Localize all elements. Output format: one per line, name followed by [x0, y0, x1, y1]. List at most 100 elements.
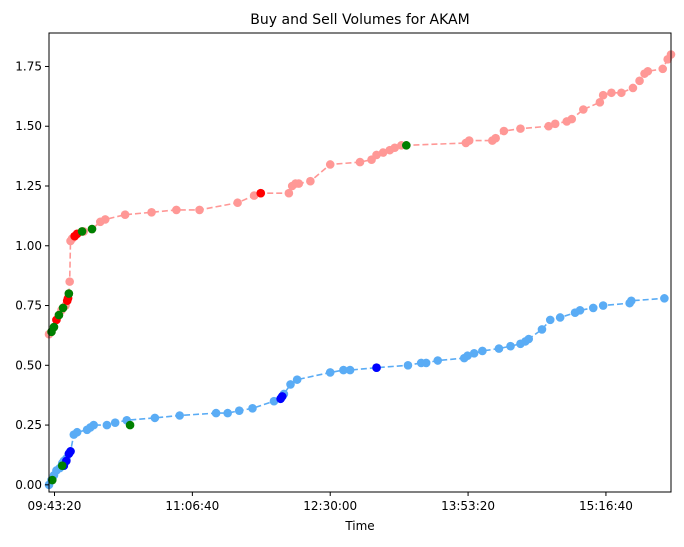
data-point — [284, 188, 294, 198]
data-point — [306, 176, 315, 186]
data-point — [233, 198, 242, 208]
y-tick-label: 1.75 — [15, 59, 42, 73]
highlight-point — [54, 310, 64, 320]
data-point — [506, 341, 515, 351]
data-point — [660, 294, 669, 303]
data-point — [463, 351, 472, 361]
data-point — [102, 420, 112, 430]
data-point — [643, 66, 653, 76]
data-point — [223, 408, 232, 418]
data-point — [607, 88, 616, 98]
x-tick-label: 12:30:00 — [303, 499, 357, 513]
y-tick-label: 1.00 — [15, 239, 42, 253]
data-point — [516, 124, 525, 133]
data-point — [89, 420, 98, 430]
x-tick-label: 13:53:20 — [441, 499, 495, 513]
data-point — [626, 296, 636, 306]
highlight-point — [77, 227, 87, 236]
data-point — [286, 380, 295, 389]
data-point — [100, 215, 110, 224]
highlight-point — [49, 322, 59, 332]
data-point — [628, 83, 638, 93]
data-point — [150, 413, 160, 423]
highlight-point — [58, 303, 68, 313]
highlight-point — [64, 289, 74, 298]
x-axis: 09:43:20 11:06:40 12:30:00 13:53:20 15:16:40 — [28, 492, 633, 513]
highlight-point — [57, 461, 67, 471]
y-tick-label: 0.50 — [15, 358, 42, 372]
data-point — [537, 325, 547, 334]
data-point — [469, 349, 479, 358]
x-tick-label: 15:16:40 — [579, 499, 633, 513]
series-line — [48, 297, 665, 486]
data-point — [372, 150, 381, 160]
data-point — [555, 313, 565, 322]
data-point — [433, 356, 443, 365]
data-point — [598, 90, 608, 100]
highlight-point — [256, 188, 266, 198]
data-point — [72, 427, 82, 437]
data-point — [545, 315, 555, 325]
data-point — [345, 365, 355, 375]
data-point — [579, 105, 588, 114]
data-point — [464, 136, 474, 145]
y-tick-label: 1.25 — [15, 179, 42, 193]
x-axis-label: Time — [344, 519, 374, 533]
highlight-point — [87, 224, 97, 234]
data-point — [524, 334, 534, 344]
plot-area — [44, 50, 676, 490]
data-point — [211, 408, 221, 418]
data-point — [248, 404, 257, 413]
data-point — [567, 114, 577, 124]
highlight-point — [125, 420, 135, 430]
y-tick-label: 0.25 — [15, 418, 42, 432]
data-point — [478, 346, 487, 356]
data-point — [635, 76, 644, 86]
data-point — [110, 418, 120, 427]
data-point — [65, 277, 74, 286]
data-point — [499, 126, 509, 136]
data-point — [325, 368, 335, 377]
data-point — [325, 160, 335, 169]
series-line — [48, 54, 672, 335]
data-point — [147, 207, 156, 217]
highlight-point — [66, 447, 75, 456]
data-point — [403, 360, 413, 370]
data-point — [249, 191, 259, 200]
data-point — [421, 358, 431, 368]
highlight-point — [277, 392, 287, 401]
chart-title: Buy and Sell Volumes for AKAM — [250, 12, 469, 28]
data-point — [658, 64, 668, 74]
data-point — [120, 210, 130, 219]
data-point — [588, 303, 598, 313]
data-point — [269, 396, 279, 406]
data-point — [491, 133, 500, 143]
data-point — [292, 375, 302, 384]
data-point — [378, 148, 388, 157]
y-tick-label: 1.50 — [15, 119, 42, 133]
data-point — [494, 344, 504, 353]
data-point — [234, 406, 244, 416]
data-point — [195, 205, 204, 215]
highlight-point — [48, 475, 57, 485]
data-point — [294, 179, 304, 188]
x-tick-label: 09:43:20 — [28, 499, 82, 513]
data-point — [544, 121, 553, 131]
data-point — [175, 411, 184, 420]
data-point — [550, 119, 560, 129]
y-tick-label: 0.00 — [15, 478, 42, 492]
data-point — [595, 98, 605, 107]
y-axis: 0.00 0.25 0.50 0.75 1.00 1.25 1.50 1.75 — [15, 59, 49, 492]
data-point — [172, 205, 181, 215]
x-tick-label: 11:06:40 — [165, 499, 219, 513]
data-point — [575, 306, 585, 315]
highlight-point — [402, 141, 411, 150]
data-point — [598, 301, 608, 310]
data-point — [355, 157, 365, 167]
highlight-point — [372, 363, 381, 372]
y-tick-label: 0.75 — [15, 299, 42, 313]
plot-frame — [48, 32, 672, 493]
data-point — [617, 88, 626, 98]
data-point — [390, 143, 400, 153]
